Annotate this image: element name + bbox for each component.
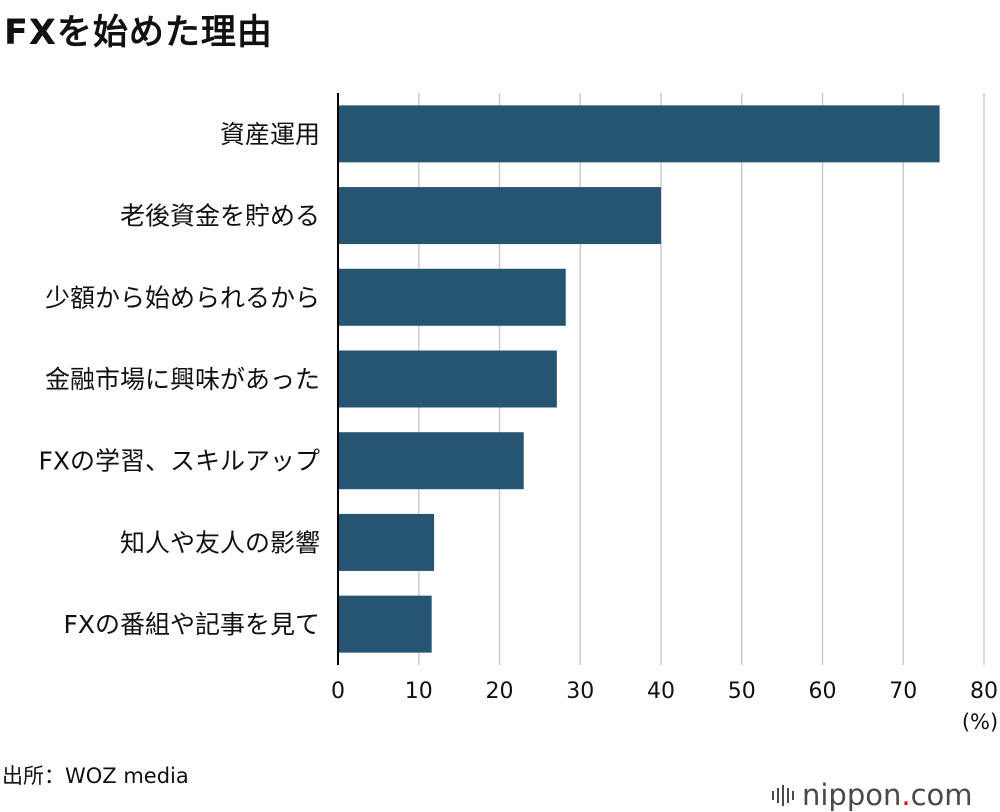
bar (338, 350, 557, 408)
category-label: 資産運用 (220, 120, 320, 149)
x-tick-label: 60 (809, 679, 837, 704)
category-label: FXの学習、スキルアップ (38, 447, 320, 476)
bar (338, 513, 435, 571)
tick-labels: 0 10 20 30 40 50 60 70 80 (331, 679, 998, 704)
x-tick-label: 20 (486, 679, 514, 704)
x-unit-label: (%) (962, 710, 998, 734)
bar (338, 187, 661, 245)
category-label: FXの番組や記事を見て (63, 610, 320, 639)
source-note: 出所：WOZ media (2, 764, 189, 788)
x-tick-label: 0 (331, 679, 345, 704)
x-tick-label: 50 (728, 679, 756, 704)
chart-title: FXを始めた理由 (4, 13, 273, 53)
category-label: 少額から始められるから (45, 283, 320, 312)
x-tick-label: 80 (970, 679, 998, 704)
x-tick-label: 70 (889, 679, 917, 704)
bar (338, 268, 566, 326)
x-tick-label: 30 (566, 679, 594, 704)
x-tick-label: 10 (405, 679, 433, 704)
category-label: 老後資金を貯める (120, 202, 320, 231)
bar (338, 595, 432, 653)
bars (338, 105, 940, 653)
bar (338, 432, 524, 490)
category-label: 金融市場に興味があった (45, 365, 320, 394)
bar (338, 105, 940, 163)
x-tick-label: 40 (647, 679, 675, 704)
category-label: 知人や友人の影響 (120, 528, 320, 557)
logo-dot: . (901, 778, 911, 812)
